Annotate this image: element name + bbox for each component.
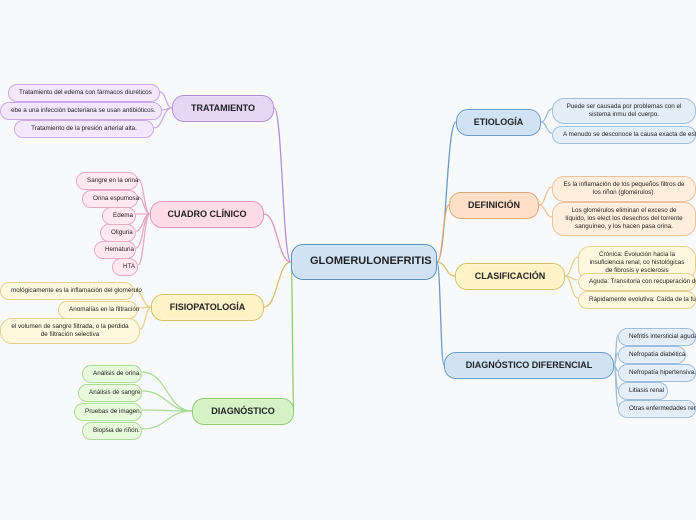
edge [539, 205, 552, 217]
edge [162, 108, 172, 110]
edge [541, 109, 552, 122]
node-cc-2: Orina espumosa [82, 190, 138, 208]
edge [142, 372, 192, 411]
node-dg-3: Pruebas de imagen. [74, 403, 142, 421]
edge [136, 214, 150, 231]
node-cuadro: CUADRO CLÍNICO [150, 201, 264, 228]
node-fisio: FISIOPATOLOGÍA [151, 294, 264, 321]
edge [138, 179, 150, 214]
node-cl-2: Aguda: Transitoria con recuperación de l… [578, 273, 696, 291]
edge [264, 214, 291, 262]
node-cc-3: Edema [102, 207, 136, 225]
node-dg-4: Biopsia de riñón. [82, 422, 142, 440]
node-cl-3: Rápidamente evolutiva: Caída de la funci… [578, 291, 696, 309]
node-fp-3: el volumen de sangre filtrada, o la perd… [0, 318, 140, 344]
edge [291, 262, 294, 411]
edge [539, 187, 552, 205]
edge [437, 122, 456, 262]
node-etio: ETIOLOGÍA [456, 109, 541, 136]
edge [142, 411, 192, 429]
node-diag: DIAGNÓSTICO [192, 398, 294, 425]
node-dd-5: Otras enfermedades renales a [618, 400, 696, 418]
node-cc-1: Sangre en la orina [76, 172, 138, 190]
node-root: GLOMERULONEFRITIS [291, 244, 437, 280]
node-fp-2: Anomalías en la filtración [58, 301, 138, 319]
edge [565, 257, 578, 276]
node-clas: CLASIFICACIÓN [455, 263, 565, 290]
edge [565, 276, 578, 280]
edge [136, 214, 150, 248]
node-trat-3: Tratamiento de la presión arterial alta. [14, 120, 154, 138]
node-cc-6: HTA [112, 258, 138, 276]
node-dd-2: Nefropatía diabética [618, 346, 686, 364]
node-fp-1: mológicamente es la inflamación del glom… [0, 282, 134, 300]
edge [138, 197, 150, 214]
edge [142, 410, 192, 411]
edge [274, 108, 291, 262]
edge [138, 307, 151, 308]
edge [541, 122, 552, 133]
edge [614, 365, 618, 389]
node-trat-2: ebe a una infección bacteriana se usan a… [0, 102, 162, 120]
edge [437, 205, 449, 262]
edge [565, 276, 578, 298]
node-cc-5: Hematuria [94, 241, 136, 259]
edge [264, 262, 291, 307]
edge [140, 307, 151, 329]
node-dd-4: Litiasis renal [618, 382, 668, 400]
node-ddif: DIAGNÓSTICO DIFERENCIAL [444, 352, 614, 379]
node-dg-2: Análisis de sangre [78, 384, 142, 402]
node-cc-4: Oliguria [100, 224, 136, 242]
node-trat-1: Tratamiento del edema con fármacos diuré… [8, 84, 160, 102]
node-dd-3: Nefropatía hipertensiva. [618, 364, 696, 382]
edge [142, 391, 192, 411]
node-tratamiento: TRATAMIENTO [172, 95, 274, 122]
node-et-2: A menudo se desconoce la causa exacta de… [552, 126, 696, 144]
node-df-1: Es la inflamación de los pequeños filtro… [552, 176, 696, 202]
node-df-2: Los glomérulos eliminan el exceso de líq… [552, 202, 696, 236]
node-dg-1: Análisis de orina. [82, 365, 142, 383]
edge [138, 214, 150, 265]
edge [437, 262, 444, 365]
node-et-1: Puede ser causada por problemas con el s… [552, 98, 696, 124]
edge [160, 92, 172, 108]
edge [437, 262, 455, 276]
node-def: DEFINICIÓN [449, 192, 539, 219]
node-dd-1: Nefritis intersticial aguda y cró [618, 328, 696, 346]
